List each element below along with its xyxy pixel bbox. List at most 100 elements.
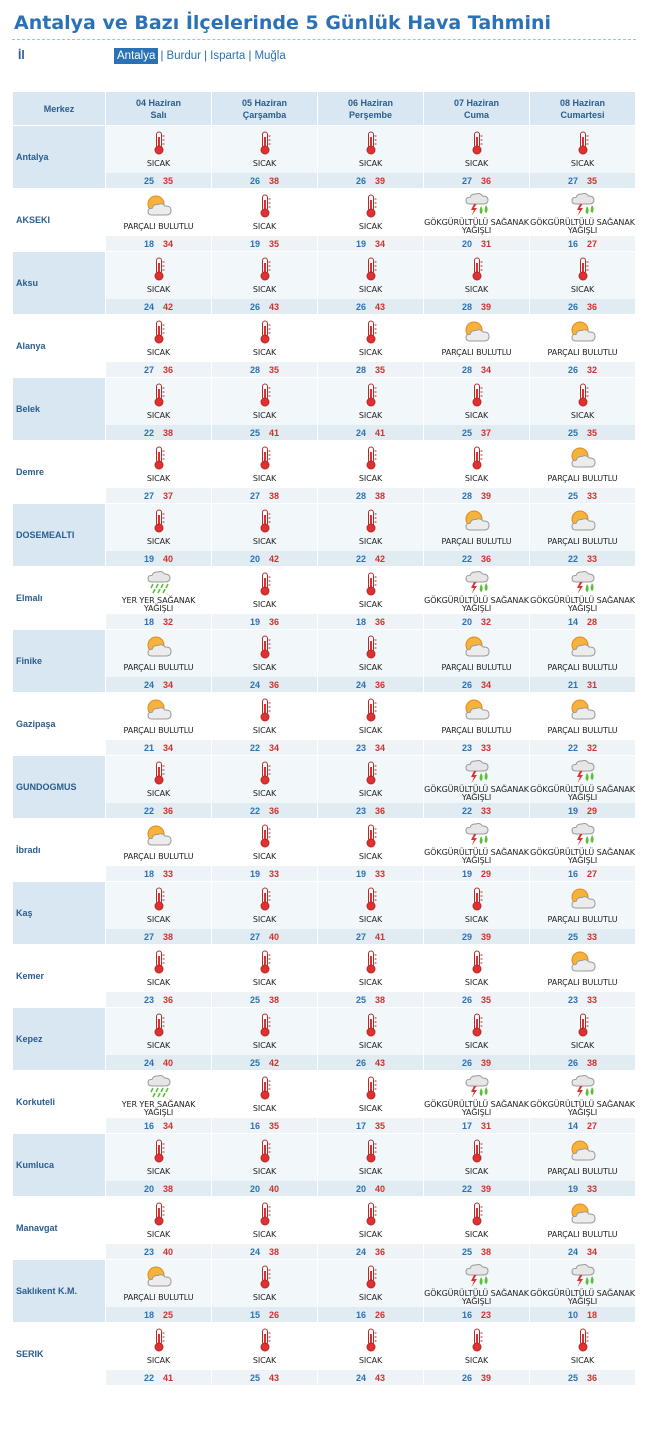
- partly-cloudy-icon: [530, 945, 635, 974]
- forecast-cell: SICAK 27 38: [211, 440, 318, 504]
- temperature-range: 24 42: [106, 300, 211, 314]
- condition-text: GÖKGÜRÜLTÜLÜ SAĞANAK YAĞIŞLI: [424, 784, 529, 802]
- city-name: Kumluca: [12, 1133, 106, 1197]
- temperature-range: 25 33: [530, 489, 635, 503]
- temperature-range: 16 26: [318, 1308, 423, 1322]
- max-temp: 34: [163, 680, 174, 690]
- max-temp: 38: [587, 1058, 598, 1068]
- temperature-range: 23 36: [106, 993, 211, 1007]
- condition-text: YER YER SAĞANAK YAĞIŞLI: [121, 1099, 196, 1117]
- max-temp: 36: [163, 806, 174, 816]
- table-row: Kaş SICAK 27 38 SICAK 27 40 SICAK 27 41 SICAK 29 39 P…: [12, 881, 636, 945]
- min-temp: 20: [355, 1184, 366, 1194]
- condition-text: SICAK: [464, 158, 489, 168]
- forecast-cell: PARÇALI BULUTLU 23 33: [529, 944, 636, 1008]
- temperature-range: 26 39: [424, 1056, 529, 1070]
- forecast-cell: SICAK 20 40: [317, 1133, 424, 1197]
- table-row: Kepez SICAK 24 40 SICAK 25 42 SICAK 26 43 SICAK 26 3…: [12, 1007, 636, 1071]
- thermometer-icon: [318, 441, 423, 470]
- province-link-mugla[interactable]: Muğla: [254, 50, 286, 62]
- condition-text: SICAK: [358, 1355, 383, 1365]
- city-name: İbradı: [12, 818, 106, 882]
- condition-text: SICAK: [464, 1229, 489, 1239]
- thermometer-icon: [212, 1197, 317, 1226]
- thermometer-icon: [318, 252, 423, 281]
- min-temp: 18: [143, 617, 154, 627]
- max-temp: 33: [587, 554, 598, 564]
- condition-text: SICAK: [358, 725, 383, 735]
- thermometer-icon: [212, 1323, 317, 1352]
- temperature-range: 27 38: [212, 489, 317, 503]
- forecast-cell: SICAK 26 39: [423, 1007, 530, 1071]
- min-temp: 25: [461, 1247, 472, 1257]
- max-temp: 33: [587, 932, 598, 942]
- condition-text: PARÇALI BULUTLU: [123, 1292, 194, 1302]
- temperature-range: 20 40: [212, 1182, 317, 1196]
- thermometer-icon: [212, 441, 317, 470]
- thunderstorm-icon: [530, 1260, 635, 1289]
- forecast-cell: SICAK 19 33: [317, 818, 424, 882]
- province-link-burdur[interactable]: Burdur: [166, 50, 202, 62]
- max-temp: 35: [587, 428, 598, 438]
- city-name: AKSEKI: [12, 188, 106, 252]
- thermometer-icon: [424, 1323, 529, 1352]
- table-row: Gazipaşa PARÇALI BULUTLU 21 34 SICAK 22 34 SICA…: [12, 692, 636, 756]
- max-temp: 36: [375, 806, 386, 816]
- max-temp: 40: [375, 1184, 386, 1194]
- min-temp: 19: [567, 806, 578, 816]
- thermometer-icon: [318, 945, 423, 974]
- province-link-isparta[interactable]: Isparta: [210, 50, 246, 62]
- condition-text: PARÇALI BULUTLU: [547, 347, 618, 357]
- condition-text: SICAK: [252, 1292, 277, 1302]
- max-temp: 38: [163, 932, 174, 942]
- temperature-range: 28 35: [318, 363, 423, 377]
- condition-text: SICAK: [464, 977, 489, 987]
- temperature-range: 22 36: [424, 552, 529, 566]
- temperature-range: 25 43: [212, 1371, 317, 1385]
- min-temp: 16: [249, 1121, 260, 1131]
- forecast-cell: SICAK 23 36: [105, 944, 212, 1008]
- forecast-cell: SICAK 25 35: [105, 125, 212, 189]
- city-name: SERIK: [12, 1322, 106, 1386]
- forecast-cell: GÖKGÜRÜLTÜLÜ SAĞANAK YAĞIŞLI 16 27: [529, 188, 636, 252]
- province-link-antalya[interactable]: Antalya: [114, 48, 159, 64]
- max-temp: 38: [269, 995, 280, 1005]
- max-temp: 36: [481, 176, 492, 186]
- thermometer-icon: [424, 252, 529, 281]
- thermometer-icon: [530, 1323, 635, 1352]
- forecast-cell: SICAK 22 36: [105, 755, 212, 819]
- max-temp: 27: [587, 239, 598, 249]
- max-temp: 35: [375, 1121, 386, 1131]
- min-temp: 19: [355, 869, 366, 879]
- temperature-range: 24 40: [106, 1056, 211, 1070]
- thermometer-icon: [424, 1134, 529, 1163]
- min-temp: 15: [249, 1310, 260, 1320]
- showers-icon: [106, 567, 211, 596]
- temperature-range: 27 41: [318, 930, 423, 944]
- temperature-range: 26 43: [212, 300, 317, 314]
- max-temp: 31: [481, 239, 492, 249]
- thunderstorm-icon: [424, 756, 529, 785]
- temperature-range: 20 31: [424, 237, 529, 251]
- min-temp: 19: [249, 239, 260, 249]
- max-temp: 35: [481, 995, 492, 1005]
- thunderstorm-icon: [530, 819, 635, 848]
- max-temp: 35: [269, 239, 280, 249]
- forecast-cell: SICAK 26 38: [211, 125, 318, 189]
- max-temp: 37: [481, 428, 492, 438]
- thunderstorm-icon: [424, 567, 529, 596]
- temperature-range: 28 39: [424, 300, 529, 314]
- min-temp: 26: [355, 176, 366, 186]
- min-temp: 20: [461, 239, 472, 249]
- temperature-range: 28 35: [212, 363, 317, 377]
- max-temp: 34: [587, 1247, 598, 1257]
- thunderstorm-icon: [530, 756, 635, 785]
- thermometer-icon: [318, 756, 423, 785]
- partly-cloudy-icon: [106, 693, 211, 722]
- max-temp: 33: [269, 869, 280, 879]
- max-temp: 34: [269, 743, 280, 753]
- condition-text: SICAK: [252, 221, 277, 231]
- condition-text: SICAK: [146, 1355, 171, 1365]
- table-row: Finike PARÇALI BULUTLU 24 34 SICAK 24 36 SICAK 2…: [12, 629, 636, 693]
- condition-text: GÖKGÜRÜLTÜLÜ SAĞANAK YAĞIŞLI: [530, 1099, 635, 1117]
